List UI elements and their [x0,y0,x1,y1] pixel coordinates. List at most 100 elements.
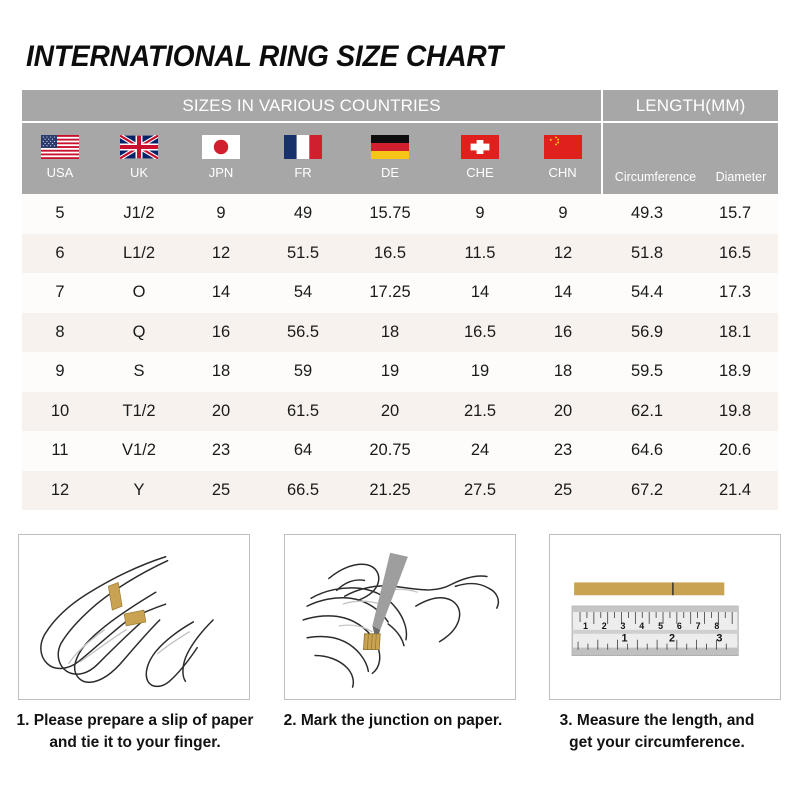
cell-usa: 8 [22,312,98,352]
cell-chn: 14 [524,273,603,313]
cell-de: 17.25 [344,273,436,313]
cell-diameter: 20.6 [692,431,779,471]
caption-2: 2. Mark the junction on paper. [264,710,522,732]
header-sub-diameter: Diameter [715,170,767,184]
cell-fr: 66.5 [262,470,344,510]
country-code-label: CHN [548,164,577,180]
cell-uk: S [98,352,180,392]
header-sizes-in-various-countries: SIZES IN VARIOUS COUNTRIES [22,90,603,123]
country-code-label: JPN [208,164,234,180]
cell-uk: L1/2 [98,233,180,273]
cell-chn: 12 [524,233,603,273]
country-code-label: FR [294,164,312,180]
cell-jpn: 23 [180,431,262,471]
paper-strip-1 [107,581,123,611]
svg-text:7: 7 [696,621,701,631]
cell-uk: Y [98,470,180,510]
cell-uk: V1/2 [98,431,180,471]
flag-usa-icon [41,134,79,159]
svg-text:6: 6 [677,621,682,631]
cell-fr: 49 [262,194,344,234]
cell-che: 14 [436,273,524,313]
table-row: 12 Y 25 66.5 21.25 27.5 25 67.2 21.4 [22,470,779,510]
cell-che: 19 [436,352,524,392]
cell-de: 16.5 [344,233,436,273]
cell-circumference: 64.6 [602,431,693,471]
cell-che: 16.5 [436,312,524,352]
cell-chn: 25 [524,470,603,510]
cell-usa: 7 [22,273,98,313]
cell-uk: T1/2 [98,391,180,431]
cell-usa: 12 [22,470,98,510]
ruler-measuring-paper-strip-illustration: 1 2 3 4 5 6 7 8 1 2 3 [571,582,739,656]
cell-circumference: 59.5 [602,352,693,392]
header-col-de: DE [344,122,436,194]
cell-de: 18 [344,312,436,352]
svg-text:3: 3 [621,621,626,631]
svg-text:1: 1 [583,621,588,631]
cell-fr: 54 [262,273,344,313]
cell-diameter: 16.5 [692,233,779,273]
svg-text:3: 3 [716,633,722,645]
table-row: 10 T1/2 20 61.5 20 21.5 20 62.1 19.8 [22,391,779,431]
cell-diameter: 17.3 [692,273,779,313]
page-title: INTERNATIONAL RING SIZE CHART [26,40,504,73]
table-row: 6 L1/2 12 51.5 16.5 11.5 12 51.8 16.5 [22,233,779,273]
cell-chn: 9 [524,194,603,234]
cell-jpn: 20 [180,391,262,431]
cell-usa: 6 [22,233,98,273]
cell-che: 21.5 [436,391,524,431]
cell-diameter: 21.4 [692,470,779,510]
cell-circumference: 51.8 [602,233,693,273]
cell-circumference: 67.2 [602,470,693,510]
svg-text:4: 4 [639,621,644,631]
ruler-inch-ticks [577,639,727,650]
cell-usa: 5 [22,194,98,234]
cell-che: 27.5 [436,470,524,510]
caption-3-line-2: get your circumference. [569,734,745,751]
table-row: 5 J1/2 9 49 15.75 9 9 49.3 15.7 [22,194,779,234]
country-code-label: UK [129,164,149,180]
header-col-chn: CHN [524,122,603,194]
header-length-subcolumns: Circumference Diameter [601,122,779,194]
ruler-inch-numbers: 1 2 3 [622,633,723,645]
header-col-usa: USA [22,122,98,194]
table-row: 11 V1/2 23 64 20.75 24 23 64.6 20.6 [22,431,779,471]
cell-circumference: 62.1 [602,391,693,431]
cell-jpn: 9 [180,194,262,234]
cell-chn: 23 [524,431,603,471]
caption-3: 3. Measure the length, and get your circ… [528,710,786,754]
ring-size-table-body: 5 J1/2 9 49 15.75 9 9 49.3 15.7 6 L1/2 12 51.5 16.5 11… [22,194,779,510]
header-col-jpn: JPN [180,122,262,194]
ruler-icon: 1 2 3 4 5 6 7 8 1 2 3 [571,605,739,656]
flag-france-icon [284,134,322,159]
country-code-label: DE [380,164,400,180]
cell-de: 20 [344,391,436,431]
flag-uk-icon [120,134,158,159]
cell-che: 11.5 [436,233,524,273]
cell-che: 9 [436,194,524,234]
cell-diameter: 18.1 [692,312,779,352]
cell-chn: 16 [524,312,603,352]
cell-jpn: 12 [180,233,262,273]
caption-1-line-2: and tie it to your finger. [49,734,221,751]
cell-jpn: 25 [180,470,262,510]
ruler-cm-ticks [579,612,733,624]
table-header-group-row: SIZES IN VARIOUS COUNTRIES LENGTH(MM) [22,90,779,123]
caption-3-line-1: 3. Measure the length, and [559,712,755,729]
caption-1-line-1: 1. Please prepare a slip of paper [16,712,254,729]
svg-text:5: 5 [658,621,663,631]
table-row: 9 S 18 59 19 19 18 59.5 18.9 [22,352,779,392]
cell-diameter: 15.7 [692,194,779,234]
cell-usa: 11 [22,431,98,471]
cell-jpn: 14 [180,273,262,313]
table-row: 8 Q 16 56.5 18 16.5 16 56.9 18.1 [22,312,779,352]
cell-de: 15.75 [344,194,436,234]
hand-with-paper-strip-illustration [40,555,214,688]
instruction-image-3: 1 2 3 4 5 6 7 8 1 2 3 [549,534,781,700]
cell-circumference: 54.4 [602,273,693,313]
caption-2-line-1: 2. Mark the junction on paper. [283,712,503,729]
caption-1: 1. Please prepare a slip of paper and ti… [6,710,264,754]
cell-fr: 51.5 [262,233,344,273]
cell-diameter: 19.8 [692,391,779,431]
